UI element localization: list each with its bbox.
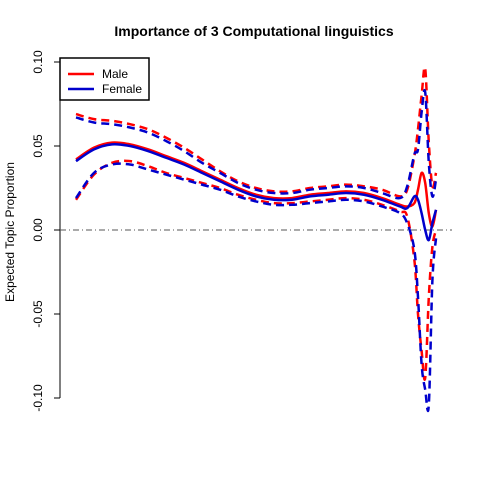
series-female (74, 89, 438, 413)
y-axis: -0.10 -0.05 0.00 0.05 0.10 (31, 50, 61, 412)
male-estimate-line (75, 141, 438, 228)
legend-box (59, 57, 150, 101)
y-axis-label: Expected Topic Proportion (3, 162, 17, 302)
series-male (74, 65, 438, 381)
legend-label-male: Male (102, 67, 128, 81)
y-tick-label: 0.10 (31, 50, 45, 74)
chart-title: Importance of 3 Computational linguistic… (114, 23, 393, 39)
male-upper-ci-line (75, 65, 438, 198)
legend-label-female: Female (102, 82, 142, 96)
y-tick-label: -0.10 (31, 384, 45, 412)
female-upper-ci-line (75, 89, 438, 200)
y-tick-label: 0.05 (31, 134, 45, 158)
y-tick-label: 0.00 (31, 218, 45, 242)
y-tick-label: -0.05 (31, 300, 45, 328)
series-group (74, 65, 438, 413)
female-estimate-line (75, 142, 438, 242)
female-lower-ci-line (74, 162, 438, 413)
